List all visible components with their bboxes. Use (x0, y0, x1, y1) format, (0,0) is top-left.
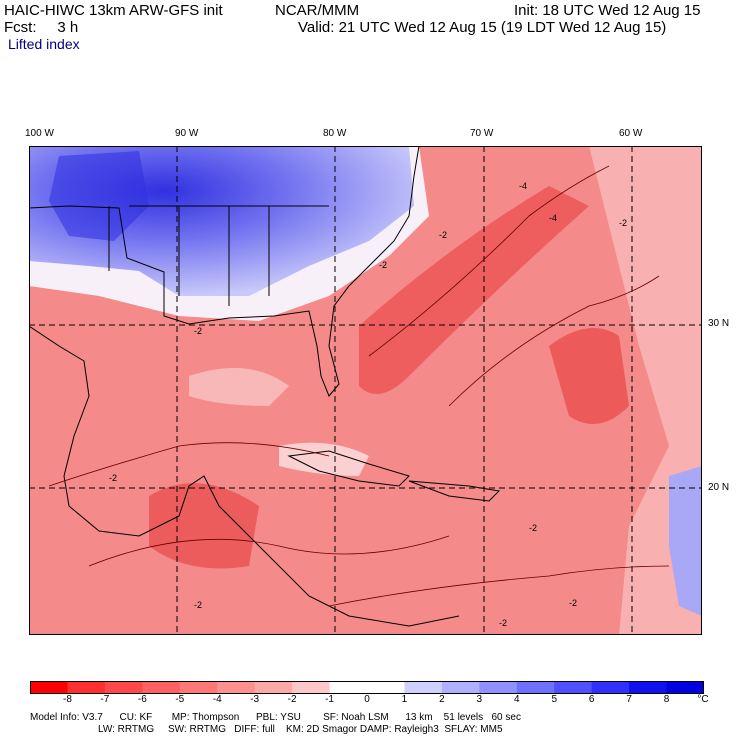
deep-blue-core (49, 151, 149, 241)
header-fcst: Fcst: 3 h (4, 19, 79, 36)
colorbar-label: 0 (364, 694, 370, 705)
contour-label: -2 (379, 260, 387, 270)
colorbar-label: -3 (250, 694, 260, 705)
colorbar-label: -6 (137, 694, 147, 705)
colorbar-unit: °C (697, 694, 709, 705)
colorbar-cell (367, 681, 405, 694)
contour-label: -4 (519, 181, 527, 191)
southeast-blue-region (669, 466, 702, 616)
contour-label: -2 (619, 218, 627, 228)
colorbar-cell (629, 681, 668, 694)
colorbar-cell (292, 681, 331, 694)
colorbar-cell (254, 681, 293, 694)
header-init: Init: 18 UTC Wed 12 Aug 15 (514, 2, 701, 19)
gulf-light-patch (189, 368, 289, 406)
field-name: Lifted index (8, 36, 80, 52)
contour-label: -2 (109, 473, 117, 483)
lat-label-20n: 20 N (708, 482, 730, 493)
colorbar-cell (179, 681, 218, 694)
atlantic-red-band (359, 186, 589, 394)
lat-label-30n: 30 N (708, 318, 730, 329)
colorbar-label: 7 (626, 694, 632, 705)
contour-label: -2 (439, 230, 447, 240)
contours (48, 165, 670, 607)
colorbar-label: -4 (212, 694, 222, 705)
contour-label: -2 (194, 600, 202, 610)
lon-label-80w: 80 W (323, 128, 347, 139)
colorbar-label: -5 (175, 694, 185, 705)
colorbar-label: 3 (476, 694, 483, 705)
colorbar-cell (404, 681, 443, 694)
map-border (29, 146, 702, 635)
lifted-index-map: -2 -2 -4 -4 -2 -2 -2 -2 -2 -2 -2 (29, 146, 702, 635)
atlantic-red-patch (549, 328, 629, 424)
colorbar-cell (591, 681, 630, 694)
colorbar-cell (104, 681, 143, 694)
colorbar-cell (67, 681, 106, 694)
cuba-light-patch (279, 442, 369, 476)
colorbar-cell (142, 681, 181, 694)
lon-label-60w: 60 W (619, 128, 643, 139)
colorbar-label: 6 (588, 694, 595, 705)
lon-label-70w: 70 W (470, 128, 494, 139)
colorbar-cell (441, 681, 480, 694)
contour-label: -4 (549, 213, 557, 223)
lon-label-90w: 90 W (175, 128, 199, 139)
colorbar-cell (30, 681, 68, 694)
colorbar-label: 5 (551, 694, 557, 705)
colorbar (30, 681, 704, 694)
header-title: HAIC-HIWC 13km ARW-GFS init (4, 2, 223, 19)
contour-label: -2 (529, 523, 537, 533)
contour-label: -2 (569, 598, 577, 608)
header-valid: Valid: 21 UTC Wed 12 Aug 15 (19 LDT Wed … (298, 19, 667, 36)
colorbar-cell (217, 681, 256, 694)
colorbar-cell (666, 681, 704, 694)
colorbar-cell (329, 681, 368, 694)
colorbar-label: -2 (287, 694, 297, 705)
header-center: NCAR/MMM (275, 2, 360, 19)
lon-label-100w: 100 W (25, 128, 54, 139)
colorbar-label: 2 (439, 694, 445, 705)
colorbar-label: 1 (401, 694, 408, 705)
contour-label: -2 (499, 618, 507, 628)
colorbar-cell (479, 681, 518, 694)
contour-labels: -2 -2 -4 -4 -2 -2 -2 -2 -2 -2 -2 (109, 181, 627, 628)
colorbar-label: -1 (325, 694, 334, 705)
model-info-line2: LW: RRTMG SW: RRTMG DIFF: full KM: 2D Sm… (98, 724, 503, 735)
colorbar-cell (554, 681, 593, 694)
colorbar-label: 8 (663, 694, 670, 705)
contour-label: -2 (194, 326, 202, 336)
graticule (29, 146, 702, 635)
colorbar-label: 4 (513, 694, 520, 705)
coastlines (29, 146, 501, 627)
colorbar-cell (516, 681, 555, 694)
model-info-line1: Model Info: V3.7 CU: KF MP: Thompson PBL… (30, 712, 521, 723)
colorbar-label: -8 (62, 694, 72, 705)
colorbar-label: -7 (100, 694, 110, 705)
